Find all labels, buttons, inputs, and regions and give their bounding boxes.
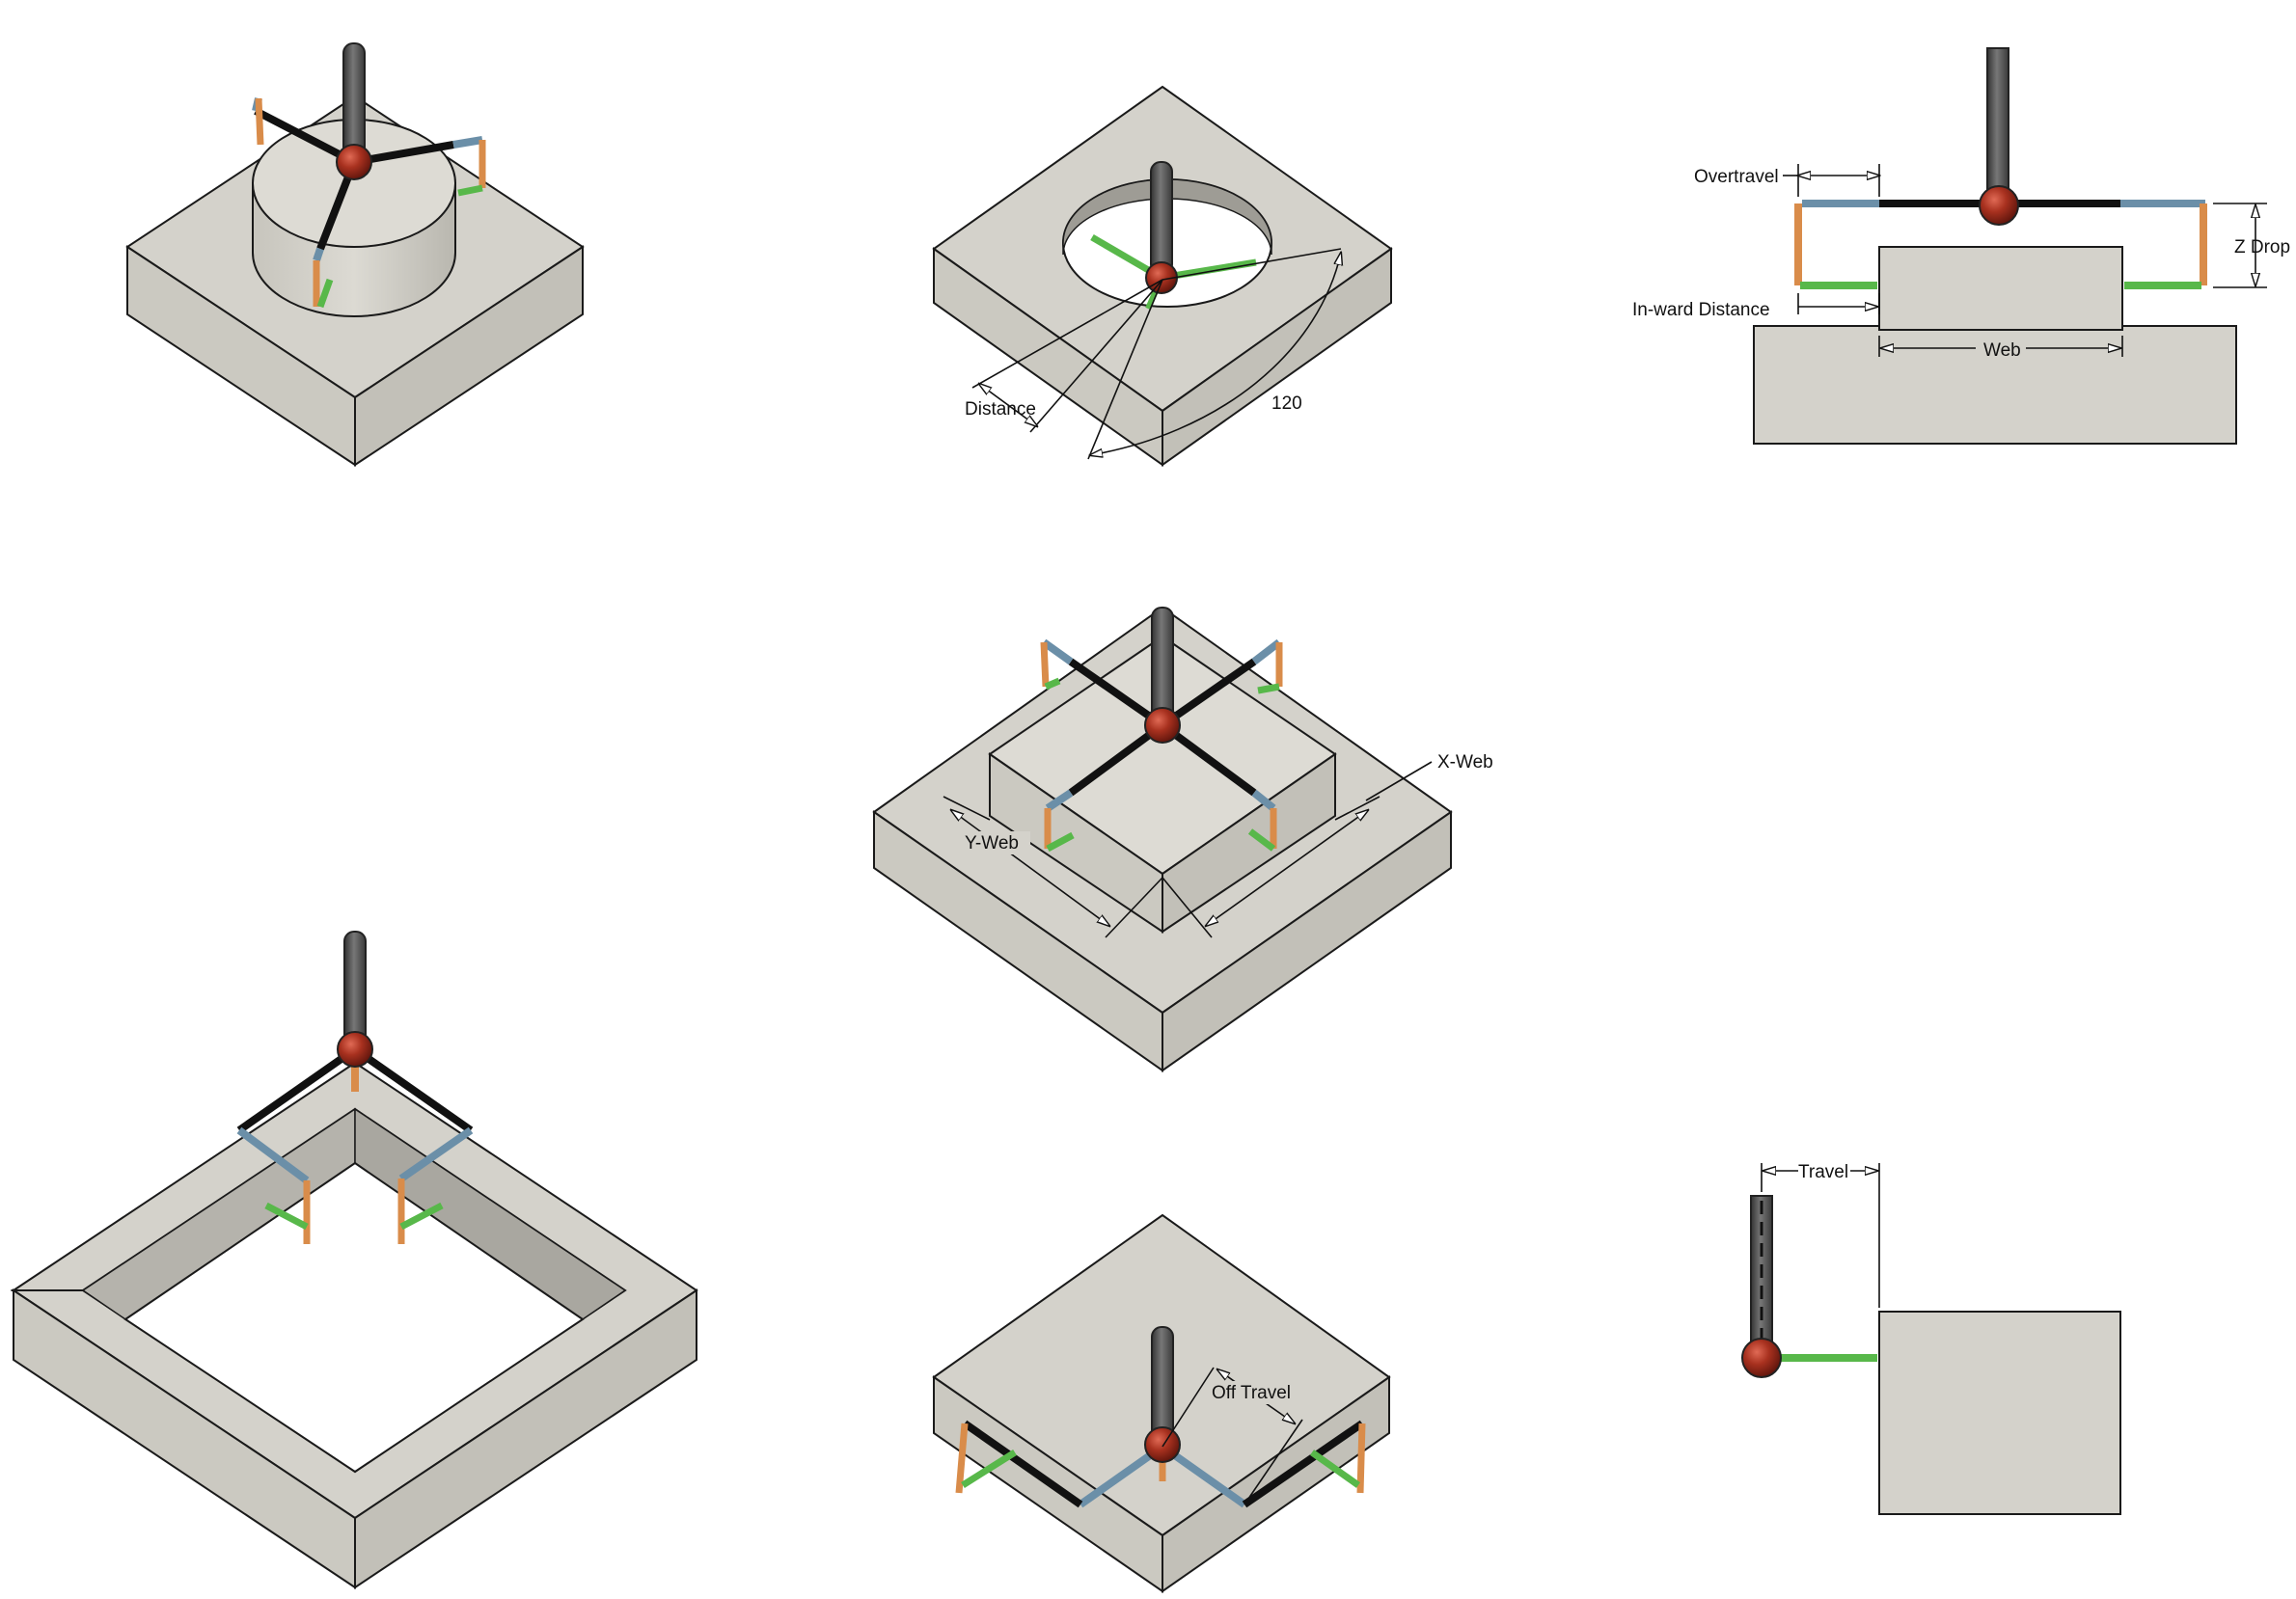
panel-single-surface-travel: Travel (1741, 1162, 2121, 1515)
panel-boss-probing (125, 42, 585, 467)
overtravel-label: Overtravel (1694, 167, 1779, 187)
base-right-face (354, 245, 584, 467)
dimension-lines (1783, 164, 2267, 357)
angle-label: 120 (1271, 393, 1302, 414)
workpiece-block (1878, 1311, 2121, 1515)
probe-assembly (955, 1326, 1366, 1508)
z-drop-label: Z Drop (2234, 237, 2290, 257)
probe-assembly (1794, 47, 2207, 289)
panel-web-side-view: Overtravel Z Drop In-ward Distance Web (1632, 47, 2290, 445)
panel-corner-probing: Off Travel (932, 1213, 1391, 1593)
panel-rectangular-boss: Y-Web X-Web (872, 606, 1493, 1072)
frame-right-face (354, 1288, 697, 1589)
probe-assembly (236, 931, 474, 1244)
x-web-label: X-Web (1437, 752, 1493, 772)
web-block (1878, 246, 2123, 331)
probe-assembly (252, 42, 486, 309)
panel-pocket-probing (10, 931, 698, 1589)
web-label: Web (1983, 340, 2021, 361)
travel-dimension (1761, 1163, 1880, 1308)
off-travel-label: Off Travel (1212, 1383, 1291, 1403)
probe-assembly (1741, 1195, 1877, 1378)
distance-label: Distance (965, 399, 1036, 420)
web-dimensions (943, 761, 1433, 938)
travel-label: Travel (1798, 1162, 1848, 1182)
y-web-label: Y-Web (965, 833, 1019, 854)
inward-distance-label: In-ward Distance (1632, 300, 1770, 320)
panel-bore-probing: Distance 120 (932, 85, 1393, 467)
distance-dimension (971, 248, 1341, 460)
probe-assembly (1040, 607, 1283, 853)
